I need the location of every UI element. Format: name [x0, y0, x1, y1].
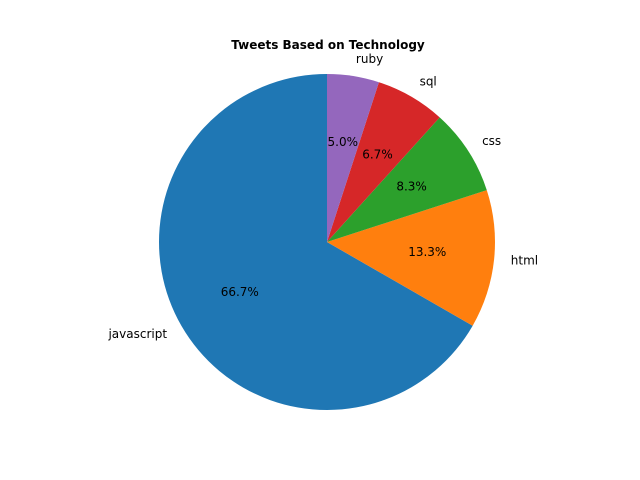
slice-percent-sql: 6.7%	[362, 147, 393, 161]
chart-title: Tweets Based on Technology	[231, 38, 425, 52]
pie-slices	[158, 74, 495, 410]
pie-slice-sql	[327, 82, 440, 242]
slice-label-css: css	[482, 134, 501, 148]
pie-slice-ruby	[327, 74, 379, 242]
slice-label-html: html	[511, 254, 538, 268]
pie-slice-javascript	[158, 74, 473, 410]
slice-percent-css: 8.3%	[396, 180, 427, 194]
pie-slice-css	[327, 117, 487, 242]
slice-label-ruby: ruby	[356, 52, 383, 66]
pie-slice-html	[327, 190, 495, 326]
slice-percent-html: 13.3%	[408, 245, 446, 259]
slice-label-sql: sql	[420, 75, 437, 89]
slice-label-javascript: javascript	[107, 327, 167, 341]
pie-labels: javascript 66.7% html 13.3% css 8.3% sql 6.7% ru…	[107, 52, 538, 341]
slice-percent-javascript: 66.7%	[221, 285, 259, 299]
slice-percent-ruby: 5.0%	[328, 135, 359, 149]
